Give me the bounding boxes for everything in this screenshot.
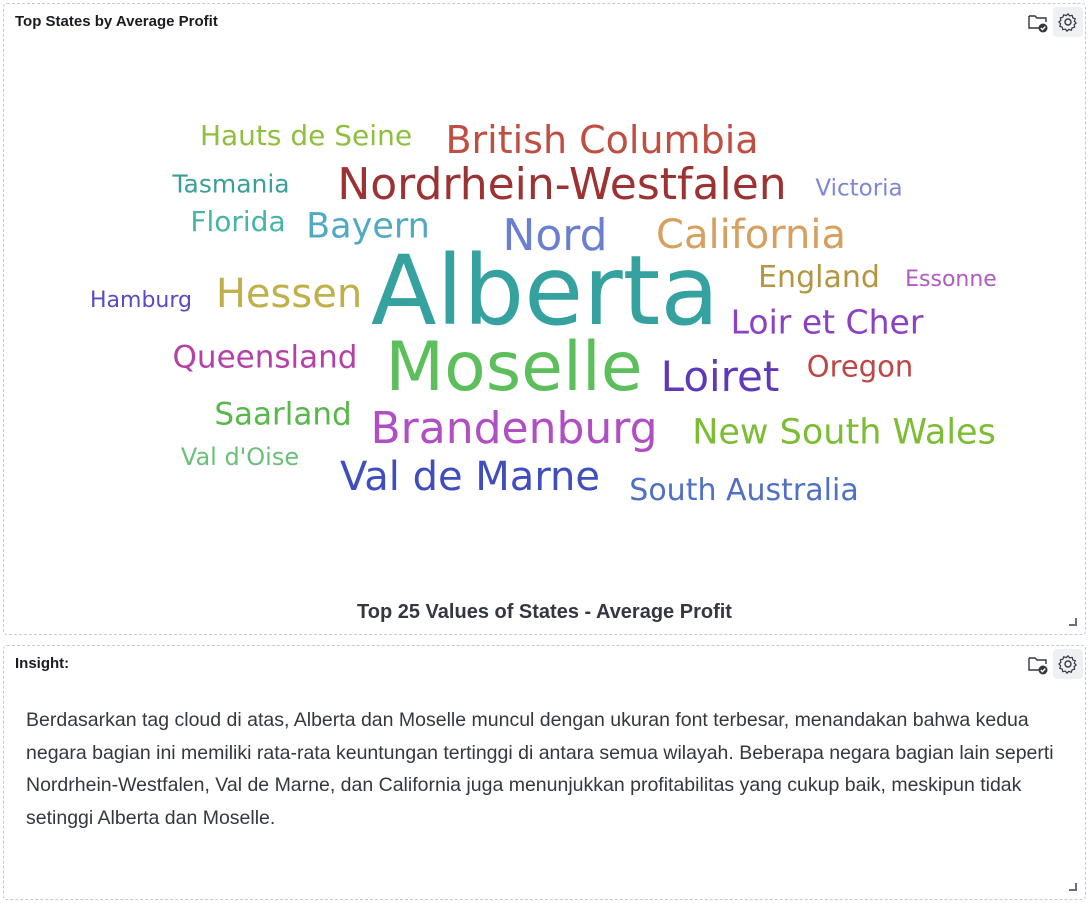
resize-handle[interactable]: [1069, 618, 1077, 626]
cloud-word-val-d-oise[interactable]: Val d'Oise: [180, 443, 300, 471]
panel-actions: [1023, 649, 1083, 679]
cloud-word-england[interactable]: England: [758, 260, 880, 295]
chart-caption: Top 25 Values of States - Average Profit: [357, 601, 732, 623]
cloud-word-loiret[interactable]: Loiret: [660, 352, 780, 401]
cloud-word-bayern[interactable]: Bayern: [306, 206, 430, 247]
tag-cloud-panel: Top States by Average Profit Alberta Mose…: [3, 3, 1086, 635]
cloud-word-nord[interactable]: Nord: [502, 210, 608, 261]
insight-panel: Insight: Berdasarkan tag cloud di atas, …: [3, 645, 1086, 900]
cloud-word-val-de-marne[interactable]: Val de Marne: [339, 454, 601, 500]
cloud-word-hessen[interactable]: Hessen: [215, 271, 363, 317]
cloud-word-florida[interactable]: Florida: [190, 205, 286, 238]
cloud-word-new-south-wales[interactable]: New South Wales: [692, 412, 996, 453]
gear-icon[interactable]: [1053, 649, 1083, 679]
tag-cloud: Alberta Moselle Nordrhein-Westfalen Branden…: [4, 4, 1087, 636]
panel-actions: [1023, 7, 1083, 37]
cloud-word-hamburg[interactable]: Hamburg: [90, 288, 192, 313]
cloud-word-nordrhein-westfalen[interactable]: Nordrhein-Westfalen: [337, 159, 787, 210]
folder-check-icon[interactable]: [1023, 7, 1053, 37]
cloud-word-essonne[interactable]: Essonne: [905, 267, 997, 292]
insight-text: Berdasarkan tag cloud di atas, Alberta d…: [26, 709, 1054, 829]
panel-title: Top States by Average Profit: [15, 13, 218, 30]
cloud-word-loir-et-cher[interactable]: Loir et Cher: [730, 302, 924, 342]
panel-title: Insight:: [15, 655, 70, 672]
cloud-word-alberta[interactable]: Alberta: [370, 235, 720, 347]
cloud-word-brandenburg[interactable]: Brandenburg: [370, 403, 658, 454]
cloud-word-queensland[interactable]: Queensland: [172, 339, 358, 376]
cloud-word-british-columbia[interactable]: British Columbia: [445, 118, 759, 162]
folder-check-icon[interactable]: [1023, 649, 1053, 679]
gear-icon[interactable]: [1053, 7, 1083, 37]
cloud-word-moselle[interactable]: Moselle: [385, 328, 643, 407]
cloud-word-victoria[interactable]: Victoria: [815, 175, 903, 202]
cloud-word-tasmania[interactable]: Tasmania: [172, 169, 290, 199]
cloud-word-oregon[interactable]: Oregon: [806, 349, 914, 384]
cloud-word-south-australia[interactable]: South Australia: [629, 473, 859, 508]
cloud-word-hauts-de-seine[interactable]: Hauts de Seine: [199, 119, 413, 152]
resize-handle[interactable]: [1069, 883, 1077, 891]
cloud-word-saarland[interactable]: Saarland: [214, 396, 352, 433]
cloud-word-california[interactable]: California: [656, 212, 846, 258]
